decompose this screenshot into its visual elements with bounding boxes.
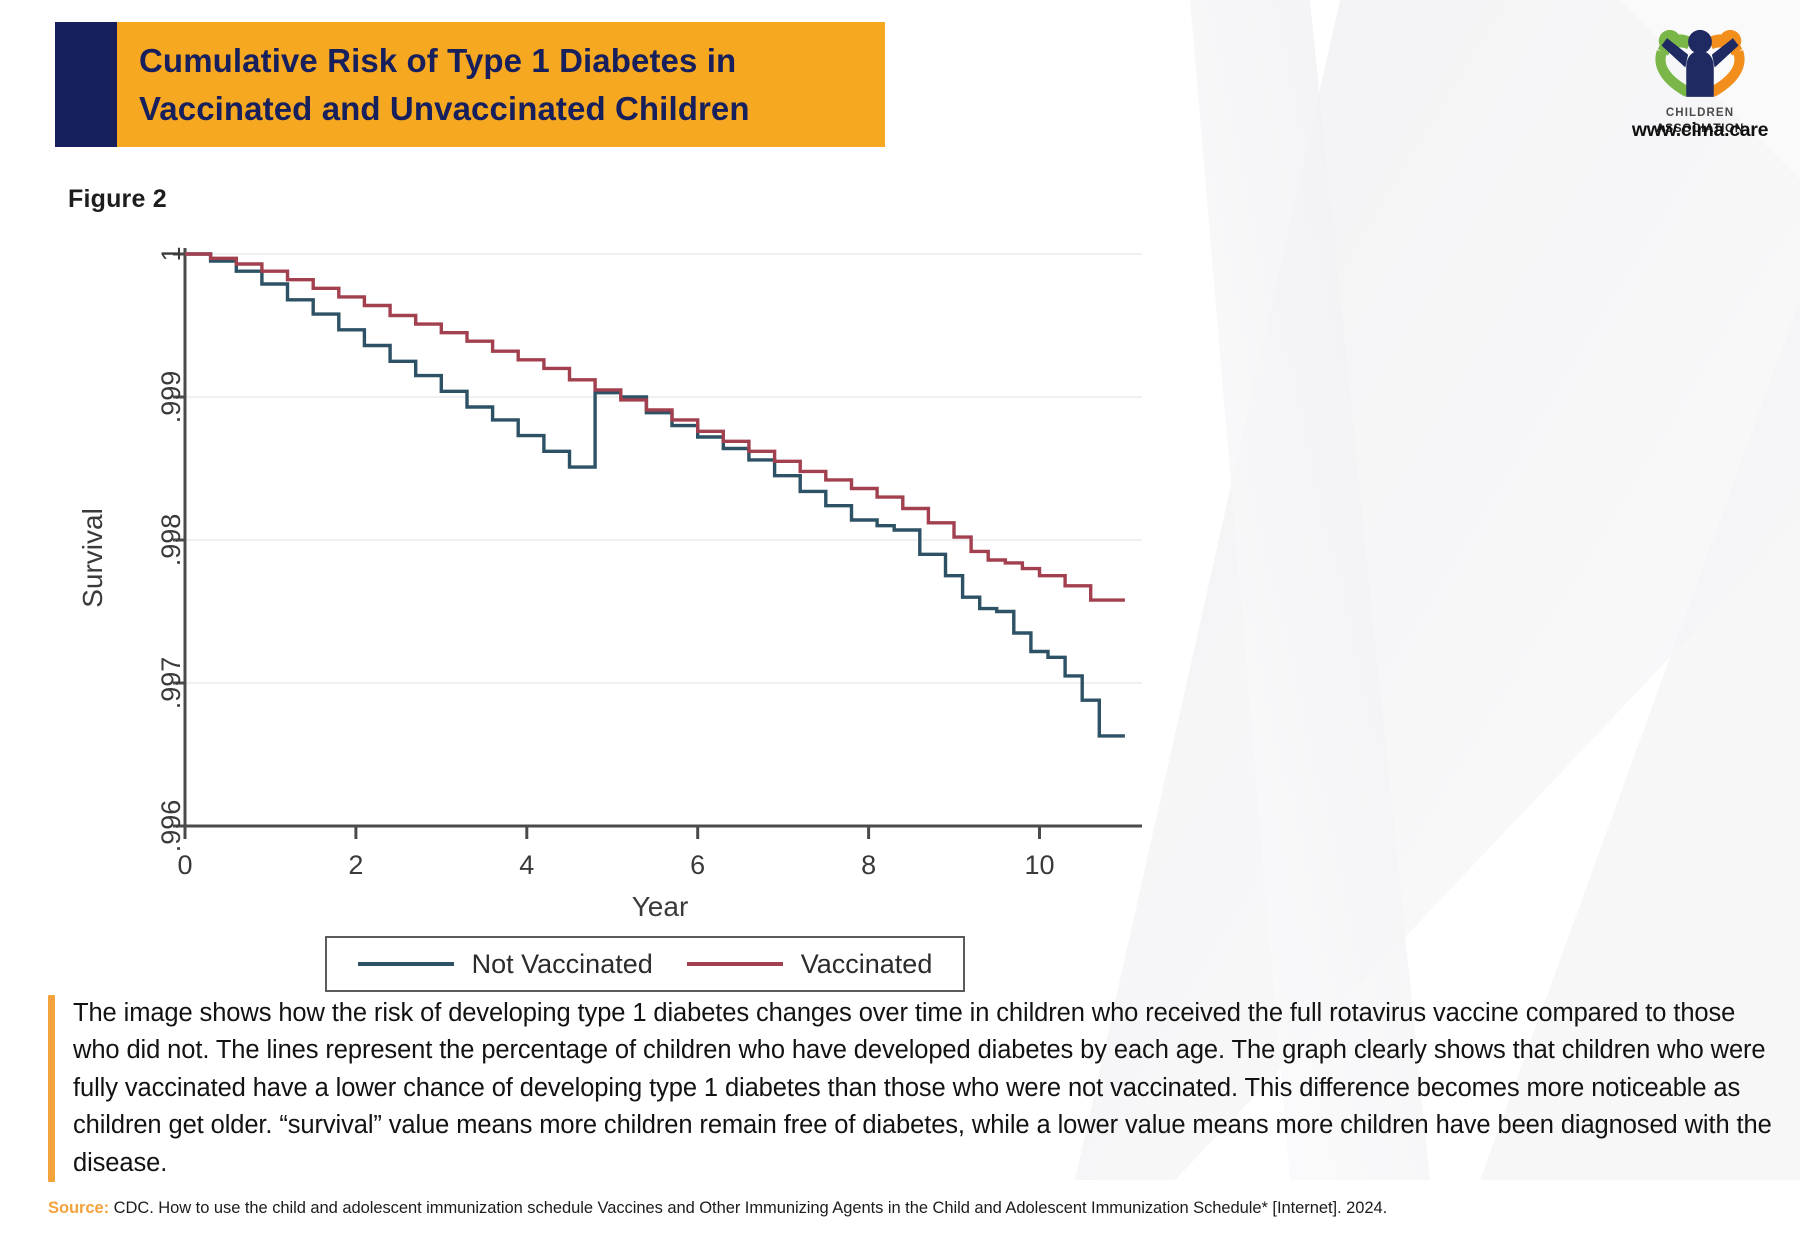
svg-text:8: 8 — [861, 850, 876, 880]
cima-care-logo-icon — [1655, 29, 1745, 97]
legend-label-not-vaccinated: Not Vaccinated — [471, 948, 653, 979]
series-line — [185, 252, 1125, 602]
legend-swatch-vaccinated — [686, 962, 783, 966]
title-accent-bar — [55, 22, 117, 147]
svg-text:.997: .997 — [156, 657, 186, 710]
title-plate: Cumulative Risk of Type 1 Diabetes in Va… — [117, 22, 885, 147]
caption-text: The image shows how the risk of developi… — [73, 999, 1772, 1177]
page-title-line-1: Cumulative Risk of Type 1 Diabetes in — [139, 41, 737, 79]
svg-text:.996: .996 — [156, 800, 186, 853]
svg-text:1: 1 — [156, 246, 186, 261]
source-line: Source: CDC. How to use the child and ad… — [48, 1199, 1788, 1218]
figure-label: Figure 2 — [68, 185, 167, 213]
legend-entry-vaccinated[interactable]: Vaccinated — [686, 948, 933, 980]
svg-text:.998: .998 — [156, 514, 186, 567]
survival-curve-chart: 1 .999 .998 .997 .996 0 2 4 6 8 10 Survival Year — [77, 246, 1142, 922]
brand-logo[interactable]: CHILDREN ASSOCIATION www.cima.care — [1625, 18, 1775, 141]
svg-text:2: 2 — [348, 850, 363, 880]
legend-label-vaccinated: Vaccinated — [800, 948, 933, 979]
title-banner: Cumulative Risk of Type 1 Diabetes in Va… — [55, 22, 885, 147]
series-layer — [185, 252, 1125, 738]
caption-accent-bar — [48, 995, 55, 1183]
page-title-line-2: Vaccinated and Unvaccinated Children — [139, 89, 750, 127]
caption-block: The image shows how the risk of developi… — [48, 995, 1778, 1183]
svg-text:4: 4 — [519, 850, 534, 880]
source-prefix: Source: — [48, 1199, 110, 1217]
y-axis-ticks: 1 .999 .998 .997 .996 — [156, 246, 186, 852]
legend-entry-not-vaccinated[interactable]: Not Vaccinated — [357, 948, 653, 980]
y-axis-title: Survival — [77, 508, 108, 608]
x-axis-ticks: 0 2 4 6 8 10 — [177, 826, 1055, 880]
legend-swatch-not-vaccinated — [357, 962, 454, 966]
svg-text:6: 6 — [690, 850, 705, 880]
logo-sub-label: CHILDREN — [1665, 107, 1735, 119]
svg-text:10: 10 — [1024, 850, 1054, 880]
logo-url-wrapper: ASSOCIATION www.cima.care — [1625, 119, 1775, 141]
chart-legend: Not Vaccinated Vaccinated — [325, 936, 965, 992]
figure-container: Figure 2 1 .999 .998 .997 .996 0 2 4 6 8 10 Survi… — [60, 185, 1180, 992]
x-axis-title: Year — [632, 891, 689, 922]
svg-text:0: 0 — [177, 850, 192, 880]
svg-text:.999: .999 — [156, 371, 186, 424]
source-body: CDC. How to use the child and adolescent… — [109, 1199, 1388, 1217]
logo-url-text[interactable]: www.cima.care — [1631, 119, 1769, 141]
